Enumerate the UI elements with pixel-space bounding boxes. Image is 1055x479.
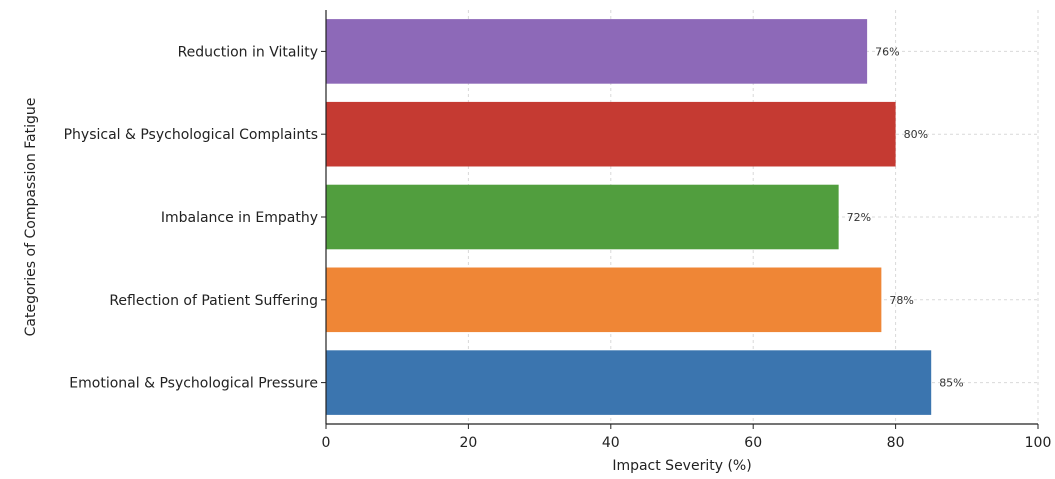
data-label: 85%	[939, 377, 963, 390]
category-label: Physical & Psychological Complaints	[64, 127, 318, 143]
data-label: 72%	[847, 211, 871, 224]
y-axis-title: Categories of Compassion Fatigue	[23, 98, 39, 337]
x-tick-label: 80	[887, 435, 905, 451]
category-label: Reduction in Vitality	[178, 44, 318, 60]
x-tick-label: 0	[322, 435, 331, 451]
x-tick-label: 40	[602, 435, 620, 451]
bar	[326, 184, 839, 250]
data-label: 78%	[889, 294, 913, 307]
bar	[326, 19, 868, 84]
category-label: Reflection of Patient Suffering	[109, 293, 318, 309]
category-label: Imbalance in Empathy	[161, 210, 318, 226]
bar	[326, 350, 932, 415]
x-axis-title: Impact Severity (%)	[612, 458, 751, 474]
x-tick-label: 60	[744, 435, 762, 451]
axes	[325, 10, 1038, 425]
data-label: 80%	[904, 128, 928, 141]
bar	[326, 267, 882, 333]
data-label: 76%	[875, 45, 899, 58]
category-label: Emotional & Psychological Pressure	[69, 376, 318, 392]
labels: 0 20 40 60 80 100 Emotional & Psychological Pr…	[64, 44, 1052, 451]
x-tick-label: 20	[459, 435, 477, 451]
bars	[326, 19, 932, 415]
bar	[326, 101, 896, 167]
x-tick-label: 100	[1025, 435, 1052, 451]
